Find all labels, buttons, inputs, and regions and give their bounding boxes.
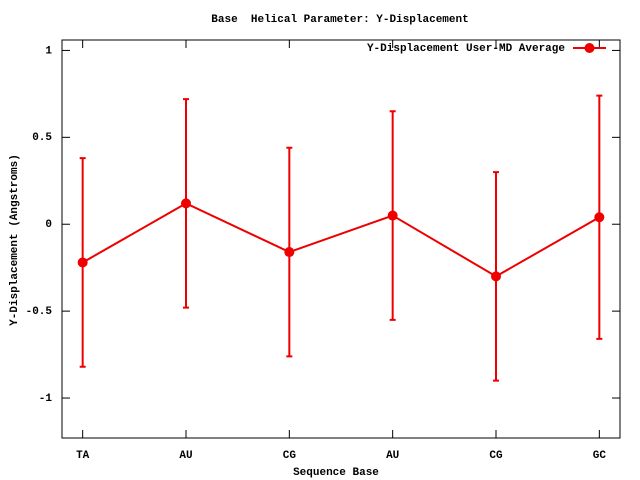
y-tick-label: -0.5 xyxy=(26,306,53,318)
plot-frame xyxy=(61,39,621,439)
x-tick-label: CG xyxy=(283,450,297,462)
chart-title: Base Helical Parameter: Y-Displacement xyxy=(211,14,468,26)
x-tick-label: TA xyxy=(76,450,90,462)
data-point xyxy=(387,210,398,221)
data-point xyxy=(181,198,191,209)
legend-label: Y-Displacement User-MD Average xyxy=(367,43,565,55)
x-axis-label: Sequence Base xyxy=(293,467,379,479)
data-point xyxy=(77,257,88,268)
y-tick-label: 0 xyxy=(45,219,52,231)
y-tick-label: -1 xyxy=(39,393,53,405)
data-point xyxy=(594,212,605,223)
x-tick-label: AU xyxy=(386,450,399,462)
y-tick-label: 1 xyxy=(45,45,52,57)
legend-marker xyxy=(584,43,595,53)
series-line xyxy=(82,202,600,278)
x-tick-label: CG xyxy=(489,450,503,462)
data-point xyxy=(491,271,501,282)
x-tick-label: GC xyxy=(593,450,607,462)
x-tick-label: AU xyxy=(179,450,192,462)
y-axis-label: Y-Displacement (Angstroms) xyxy=(9,154,21,326)
data-point xyxy=(284,247,295,258)
y-tick-label: 0.5 xyxy=(32,132,52,144)
